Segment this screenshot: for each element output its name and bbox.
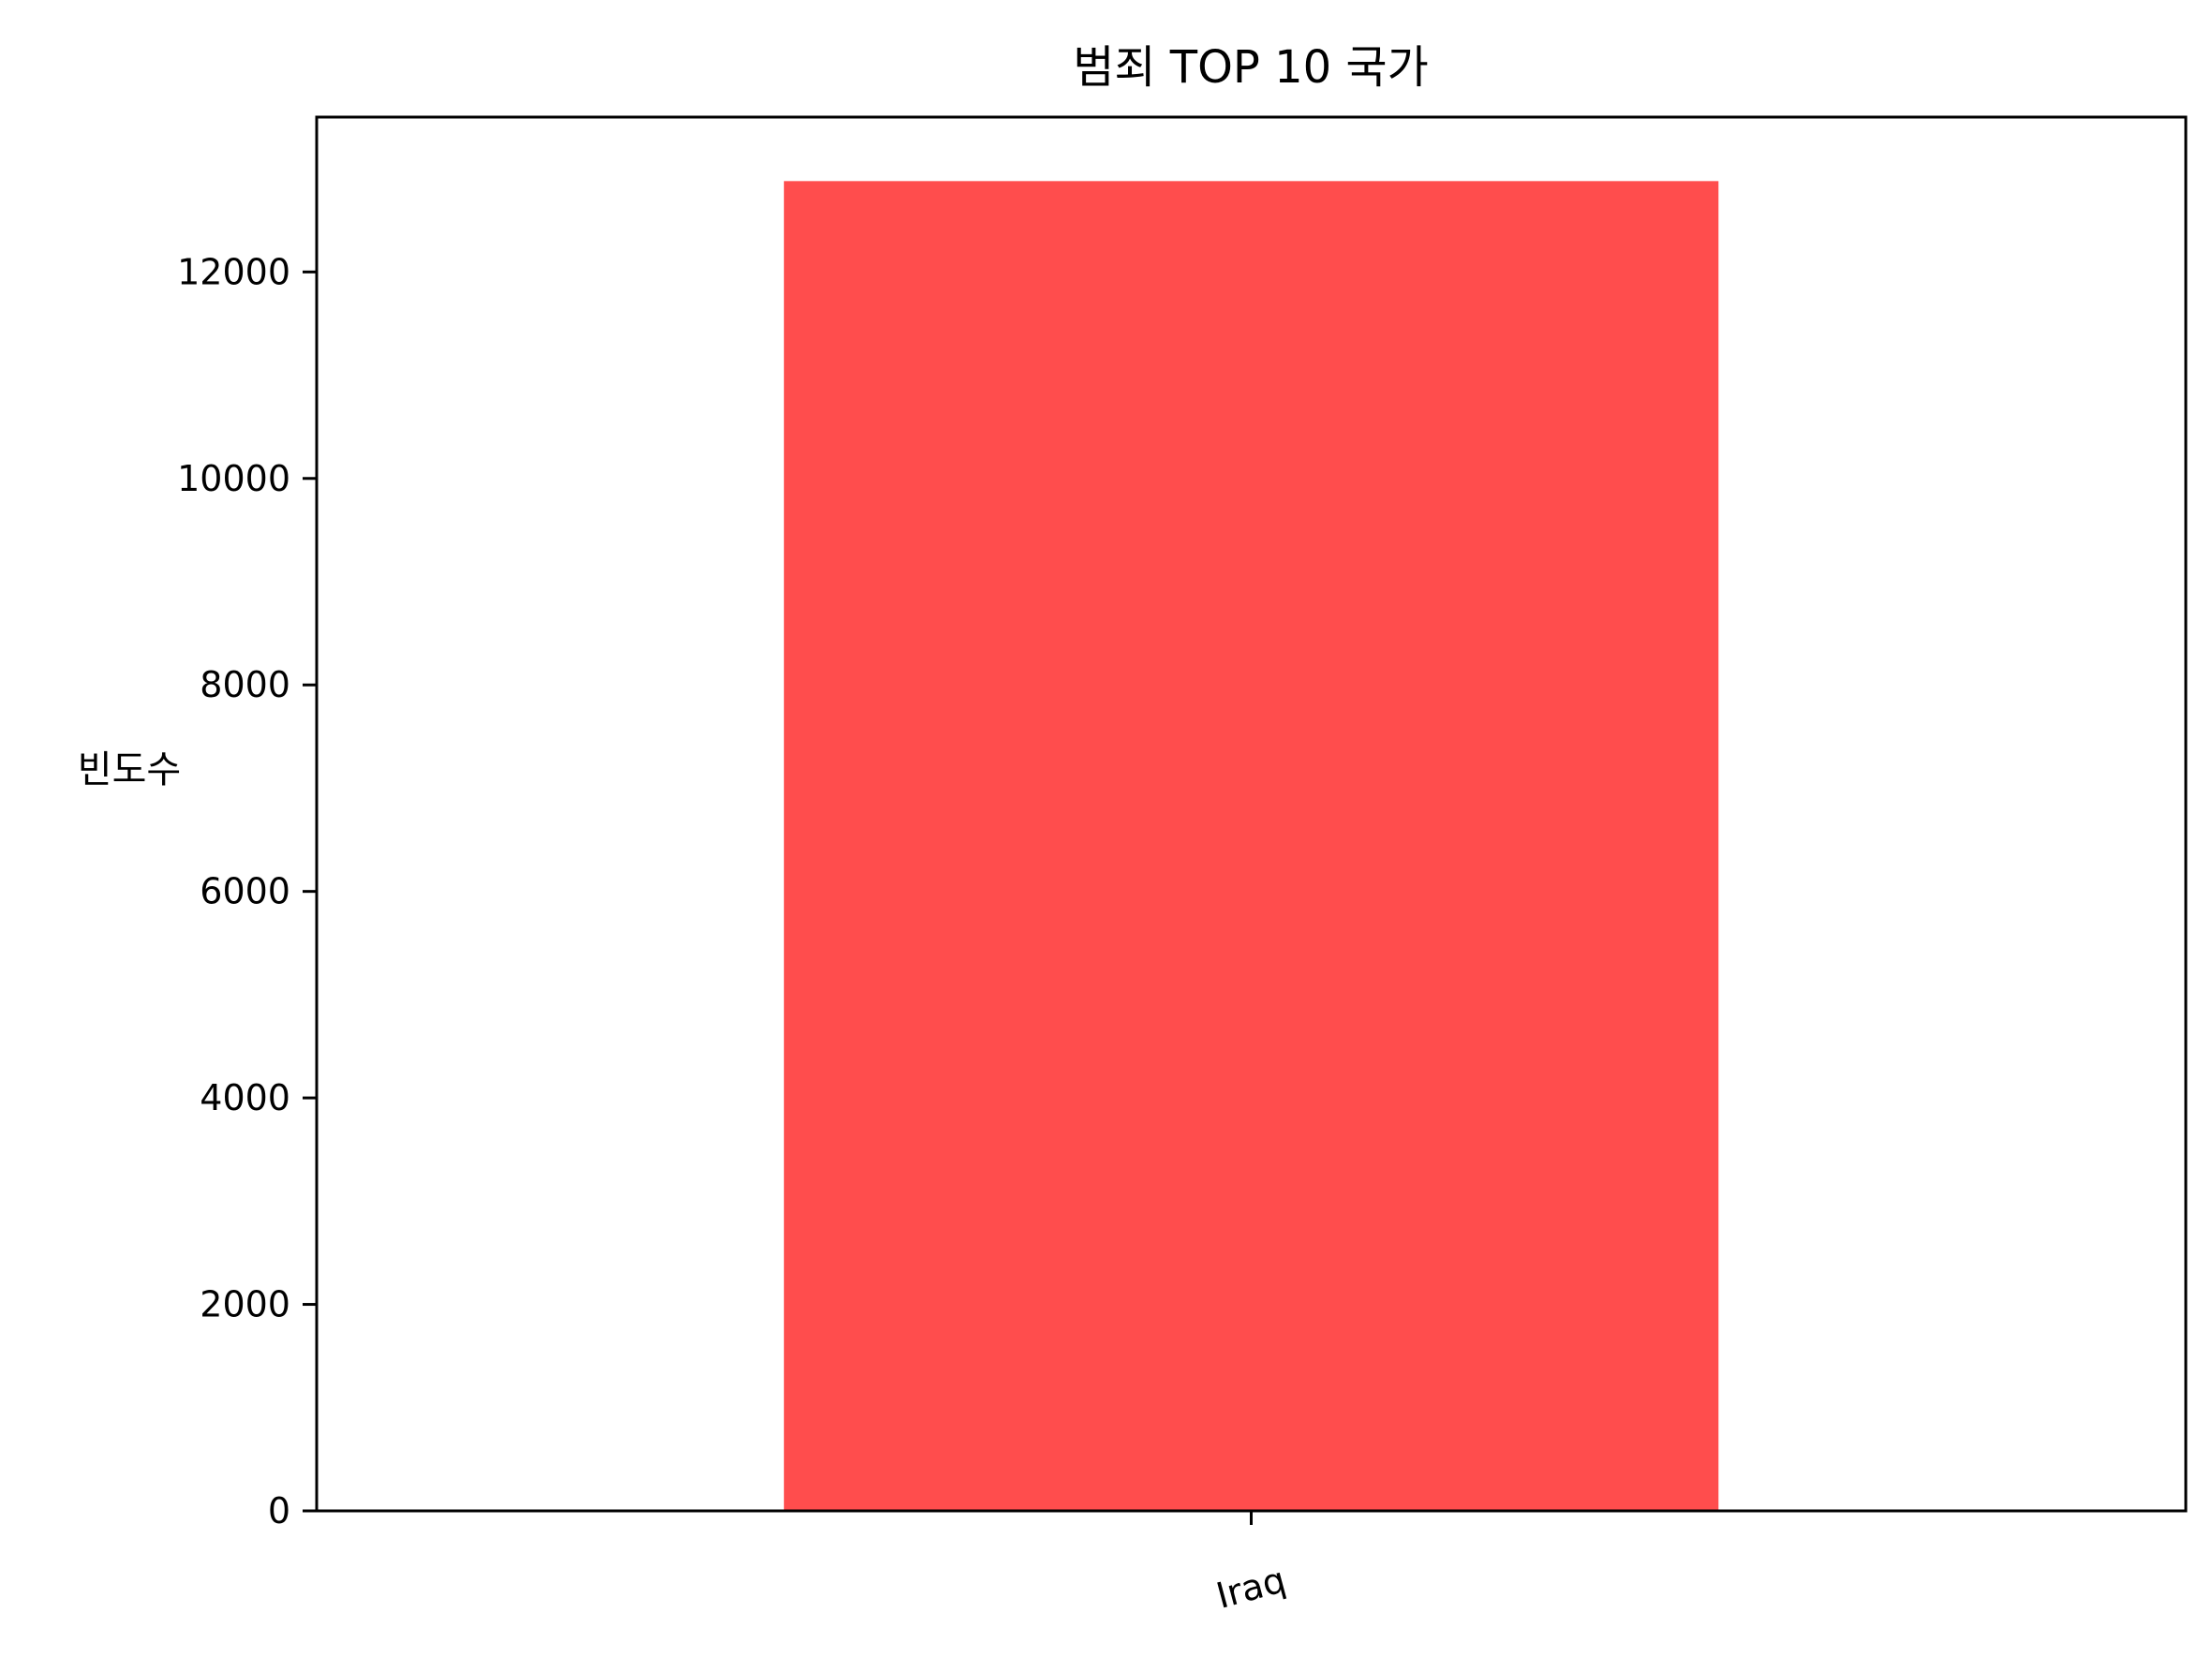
y-axis: 0 2000 4000 6000 8000 10000 12000 (177, 251, 317, 1531)
y-tick-label: 10000 (177, 458, 290, 499)
plot-frame (315, 115, 2188, 1513)
y-tick-label: 8000 (200, 664, 290, 705)
x-axis: Iraq (1212, 1511, 1290, 1617)
plot-area (783, 181, 1719, 1512)
y-axis-label: 빈도수 (78, 748, 181, 792)
y-tick-label: 2000 (200, 1284, 290, 1325)
y-tick-label: 0 (268, 1490, 290, 1531)
y-tick-label: 6000 (200, 871, 290, 912)
bar-iraq (783, 181, 1719, 1512)
y-tick-label: 12000 (177, 251, 290, 292)
chart-title: 범죄 TOP 10 국가 (1073, 41, 1429, 94)
y-tick-label: 4000 (200, 1077, 290, 1118)
x-tick-label: Iraq (1212, 1559, 1290, 1617)
